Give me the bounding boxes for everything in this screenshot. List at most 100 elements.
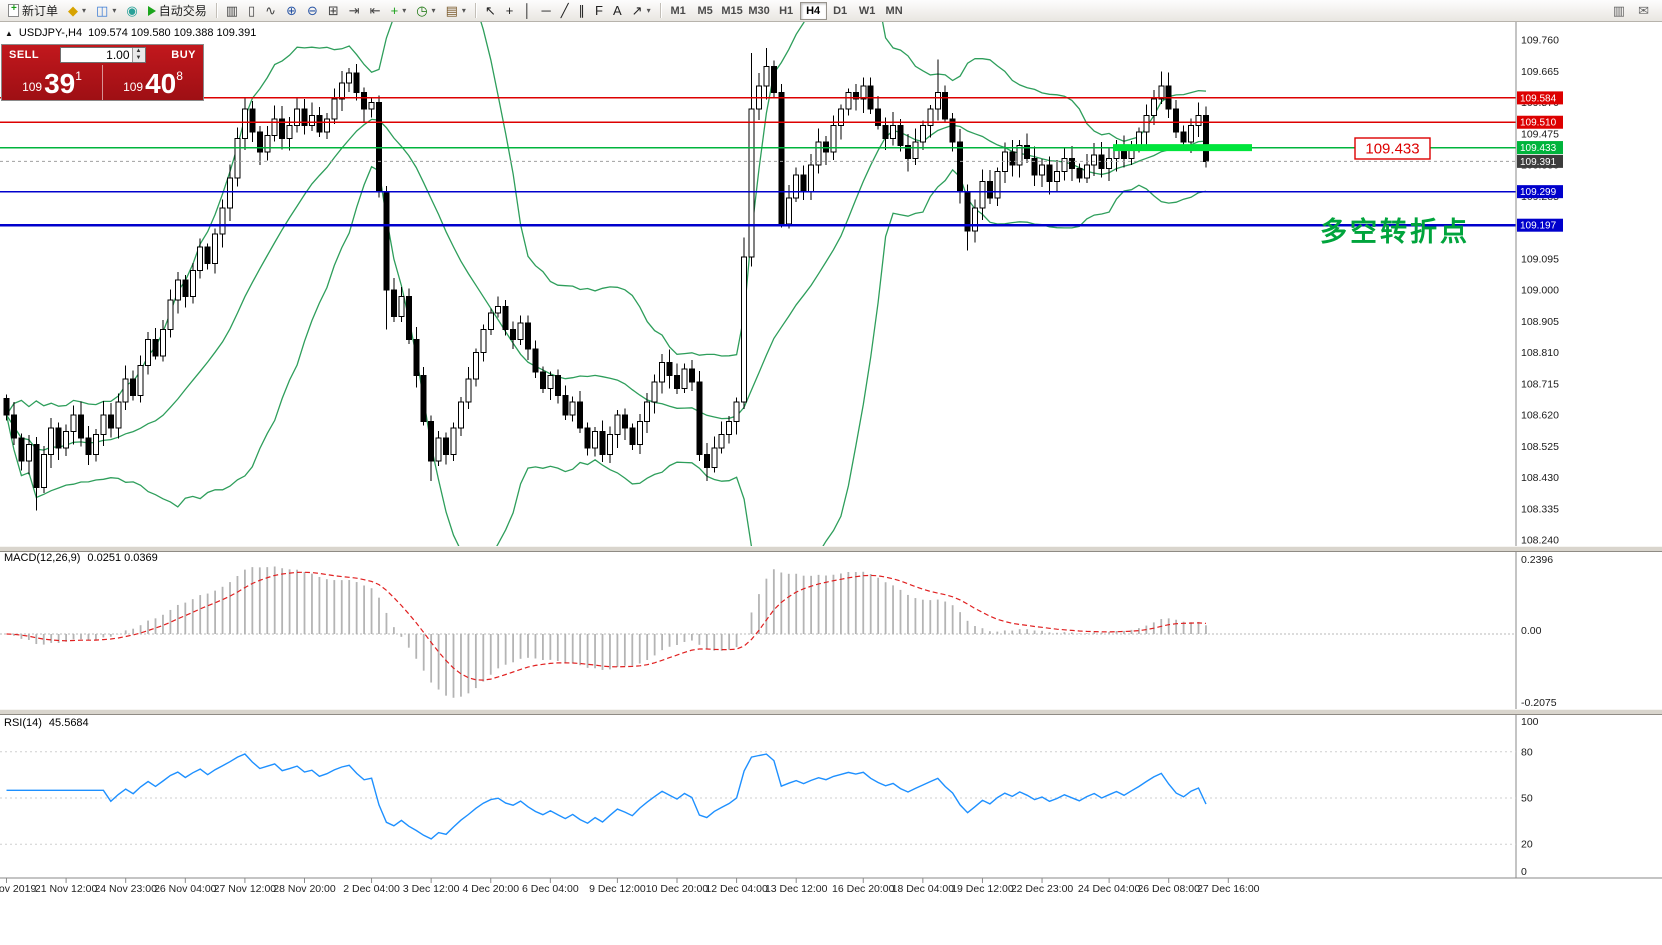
arrows-button[interactable]: ↗ ▾ <box>627 1 656 20</box>
candle <box>204 246 211 265</box>
data-window-icon: ▥ <box>1612 3 1626 18</box>
profiles-button[interactable]: ◫ ▾ <box>91 1 121 20</box>
candlestick-chart-icon: ▯ <box>248 3 256 18</box>
time-axis-label: 13 Dec 12:00 <box>765 883 828 895</box>
timeframe-button-h1[interactable]: H1 <box>779 4 794 17</box>
candle <box>674 375 680 390</box>
chat-icon: ✉ <box>1638 3 1649 18</box>
candle <box>3 398 10 416</box>
vertical-line-button[interactable]: │ <box>518 1 536 20</box>
zoom-out-button[interactable]: ⊖ <box>302 1 323 20</box>
price-tag-text: 109.391 <box>1520 157 1557 168</box>
chat-button[interactable]: ✉ <box>1633 1 1654 20</box>
turning-point-note[interactable]: 多空转折点 <box>1320 216 1470 247</box>
volume-stepper[interactable]: 1.00 ▲ ▼ <box>59 47 146 63</box>
candle <box>852 92 859 100</box>
candle <box>85 437 92 455</box>
candle <box>629 427 636 446</box>
candle <box>55 427 62 449</box>
zoom-in-icon: ⊕ <box>286 3 297 18</box>
horizontal-line-icon: ─ <box>541 3 551 18</box>
candle <box>398 296 405 317</box>
chevron-down-icon[interactable]: ▾ <box>431 6 436 15</box>
chevron-down-icon[interactable]: ▾ <box>82 6 87 15</box>
chevron-down-icon[interactable]: ▾ <box>646 6 651 15</box>
buy-button[interactable]: BUY <box>171 49 196 61</box>
candle <box>942 92 949 120</box>
new-chart-button[interactable]: ◆ ▾ <box>63 1 91 20</box>
candle <box>1135 131 1142 146</box>
chart-shift-button[interactable]: ⇤ <box>365 1 386 20</box>
chevron-down-icon[interactable]: ▾ <box>112 6 117 15</box>
candle <box>890 125 897 140</box>
text-button[interactable]: A <box>608 1 627 20</box>
price-annotation-box[interactable] <box>1354 137 1431 160</box>
tile-windows-button[interactable]: ⊞ <box>323 1 344 20</box>
chevron-down-icon[interactable]: ▾ <box>461 6 466 15</box>
timeframe-button-m1[interactable]: M1 <box>670 4 686 17</box>
time-axis-label: 2 Dec 04:00 <box>343 883 400 895</box>
price-axis-label: 108.810 <box>1521 347 1559 359</box>
one-click-collapse-icon[interactable]: ▲ <box>5 28 13 38</box>
candle <box>808 164 815 192</box>
candle <box>92 434 99 455</box>
volume-up-icon[interactable]: ▲ <box>135 48 142 54</box>
candle <box>197 246 204 271</box>
timeframe-button-w1[interactable]: W1 <box>858 4 876 17</box>
sell-button[interactable]: SELL <box>9 49 40 61</box>
chart-canvas: 109.433多空转折点109.760109.665109.570109.475… <box>0 22 1662 895</box>
panel-divider[interactable] <box>0 546 1662 552</box>
candle <box>100 414 107 436</box>
equidistant-channel-button[interactable]: ∥ <box>574 1 591 20</box>
candle <box>241 108 248 140</box>
macd-axis-label: 0.00 <box>1521 625 1542 637</box>
horizontal-line-button[interactable]: ─ <box>537 1 556 20</box>
timeframe-button-m15[interactable]: M15 <box>721 4 743 17</box>
autotrading-button[interactable]: 自动交易 <box>143 1 212 20</box>
volume-value[interactable]: 1.00 <box>106 48 130 62</box>
zoom-in-button[interactable]: ⊕ <box>281 1 302 20</box>
rsi-line <box>6 753 1207 840</box>
timeframe-button-m5[interactable]: M5 <box>697 4 713 17</box>
chevron-down-icon[interactable]: ▾ <box>402 6 407 15</box>
indicators-button[interactable]: + ▾ <box>386 1 412 20</box>
candle <box>726 421 733 436</box>
timeframe-button-m30[interactable]: M30 <box>748 4 770 17</box>
candle <box>1031 157 1038 176</box>
indicators-icon: + <box>390 3 399 18</box>
candle <box>167 299 174 330</box>
sell-price[interactable]: 109 39 1 <box>2 65 102 100</box>
candle <box>383 190 390 291</box>
candle <box>592 430 599 449</box>
timeframe-button-d1[interactable]: D1 <box>833 4 848 17</box>
trendline-button[interactable]: ╱ <box>556 1 574 20</box>
price-axis-label: 108.525 <box>1521 441 1559 453</box>
terminal-button[interactable]: ◉ <box>121 1 142 20</box>
candle <box>435 437 442 462</box>
cursor-button[interactable]: ↖ <box>480 1 501 20</box>
line-chart-button[interactable]: ∿ <box>260 1 281 20</box>
periods-button[interactable]: ◷ ▾ <box>411 1 440 20</box>
timeframe-button-h4[interactable]: H4 <box>799 1 827 20</box>
time-axis-label: 27 Dec 16:00 <box>1197 883 1260 895</box>
candle <box>763 65 770 87</box>
buy-price[interactable]: 109 40 8 <box>103 65 203 100</box>
periods-icon: ◷ <box>416 3 428 18</box>
volume-down-icon[interactable]: ▼ <box>135 55 142 61</box>
timeframe-button-mn[interactable]: MN <box>885 4 903 17</box>
panel-divider[interactable] <box>0 709 1662 715</box>
candlestick-chart-button[interactable]: ▯ <box>243 1 260 20</box>
candle <box>986 180 993 199</box>
quote-header: ▲ USDJPY-,H4 109.574 109.580 109.388 109… <box>5 27 256 39</box>
crosshair-icon: + <box>505 3 514 18</box>
bars-chart-button[interactable]: ▥ <box>221 1 243 20</box>
data-window-button[interactable]: ▥ <box>1608 1 1630 20</box>
templates-button[interactable]: ▤ ▾ <box>441 1 471 20</box>
fibonacci-button[interactable]: F <box>590 1 608 20</box>
buy-price-sup: 8 <box>176 69 183 83</box>
auto-scroll-button[interactable]: ⇥ <box>344 1 365 20</box>
candle <box>390 289 397 317</box>
candle <box>577 401 584 429</box>
crosshair-button[interactable]: + <box>501 1 519 20</box>
new-order-button[interactable]: 新订单 <box>3 1 63 20</box>
